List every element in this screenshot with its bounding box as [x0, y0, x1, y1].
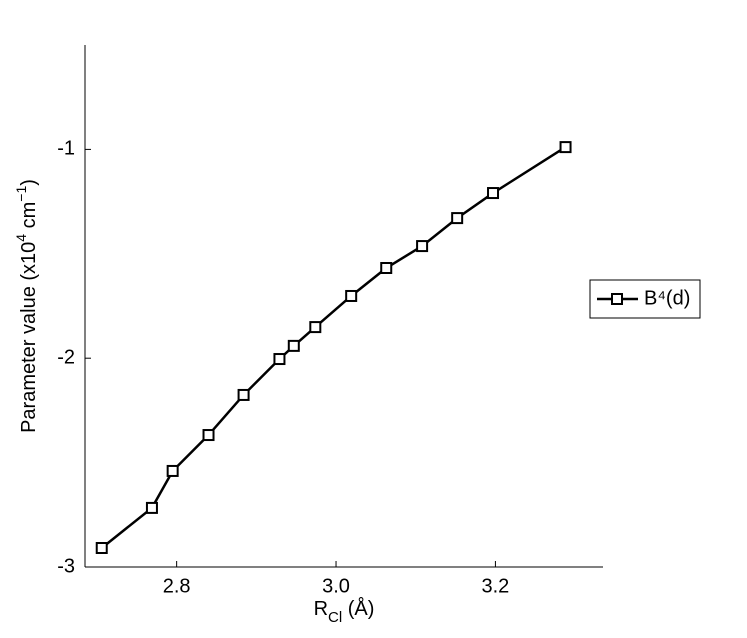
y-label-part: −1: [13, 186, 29, 202]
marker: [237, 388, 250, 401]
y-label-part: Parameter value (x10: [18, 242, 40, 433]
x-axis-label: RCl (Å): [314, 597, 375, 626]
marker: [345, 289, 358, 302]
marker: [287, 339, 300, 352]
y-axis-label: Parameter value (x104 cm−1): [13, 179, 41, 433]
y-tick-label: -3: [57, 555, 75, 577]
legend-marker: [611, 293, 623, 305]
legend-label: B⁴(d): [644, 287, 690, 309]
marker: [145, 501, 158, 514]
marker: [95, 541, 108, 554]
y-tick-label: -2: [57, 346, 75, 368]
marker: [416, 240, 429, 253]
series-line: [100, 146, 567, 549]
y-label-part: 4: [13, 234, 29, 242]
y-label-part: cm: [18, 202, 40, 234]
x-label-part: (Å): [342, 597, 374, 620]
x-tick-label: 3.0: [322, 575, 350, 597]
x-label-part: R: [314, 598, 328, 620]
y-tick-label: -1: [57, 138, 75, 160]
marker: [487, 187, 500, 200]
marker: [559, 141, 572, 154]
marker: [309, 321, 322, 334]
x-tick-label: 2.8: [163, 575, 191, 597]
marker: [273, 353, 286, 366]
marker: [451, 212, 464, 225]
y-label-part: ): [18, 179, 40, 186]
marker: [202, 429, 215, 442]
x-label-part: Cl: [328, 609, 342, 626]
x-tick-label: 3.2: [482, 575, 510, 597]
marker: [166, 464, 179, 477]
marker: [380, 261, 393, 274]
